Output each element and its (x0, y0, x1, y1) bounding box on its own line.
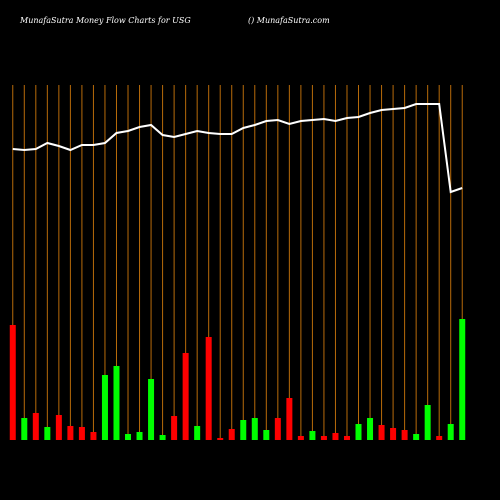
bar (217, 438, 224, 440)
bar (90, 432, 97, 440)
bar (274, 418, 281, 440)
bar (44, 427, 51, 440)
bar (78, 427, 85, 440)
bar (9, 325, 16, 440)
bar (228, 429, 235, 440)
bar (401, 430, 408, 440)
bar (367, 418, 374, 440)
bar (148, 379, 155, 440)
bar (355, 424, 362, 440)
bar (159, 435, 166, 440)
bar (171, 416, 178, 440)
bar (21, 418, 28, 440)
bar (459, 319, 466, 440)
bar (413, 434, 420, 440)
bar (55, 415, 62, 440)
bar (67, 426, 74, 440)
bar (125, 434, 132, 440)
bar (101, 375, 108, 440)
bar (332, 433, 339, 440)
bar (182, 353, 189, 440)
bar (136, 432, 143, 440)
bar (263, 430, 270, 440)
bar (343, 436, 350, 440)
bar (378, 425, 385, 440)
bar (240, 420, 247, 440)
bar (32, 413, 39, 440)
bar (286, 398, 293, 440)
bar (113, 366, 120, 440)
bar (251, 418, 258, 440)
price-line (12, 103, 463, 194)
bar (205, 337, 212, 440)
bar (194, 426, 201, 440)
chart-title: MunafaSutra Money Flow Charts for USG (19, 16, 191, 25)
bar (424, 405, 431, 440)
bar (447, 424, 454, 440)
bar (309, 431, 316, 440)
chart-subtitle: () MunafaSutra.com (248, 16, 330, 25)
bar (297, 436, 304, 440)
bar (436, 436, 443, 440)
bar (320, 436, 327, 440)
bar (390, 428, 397, 440)
